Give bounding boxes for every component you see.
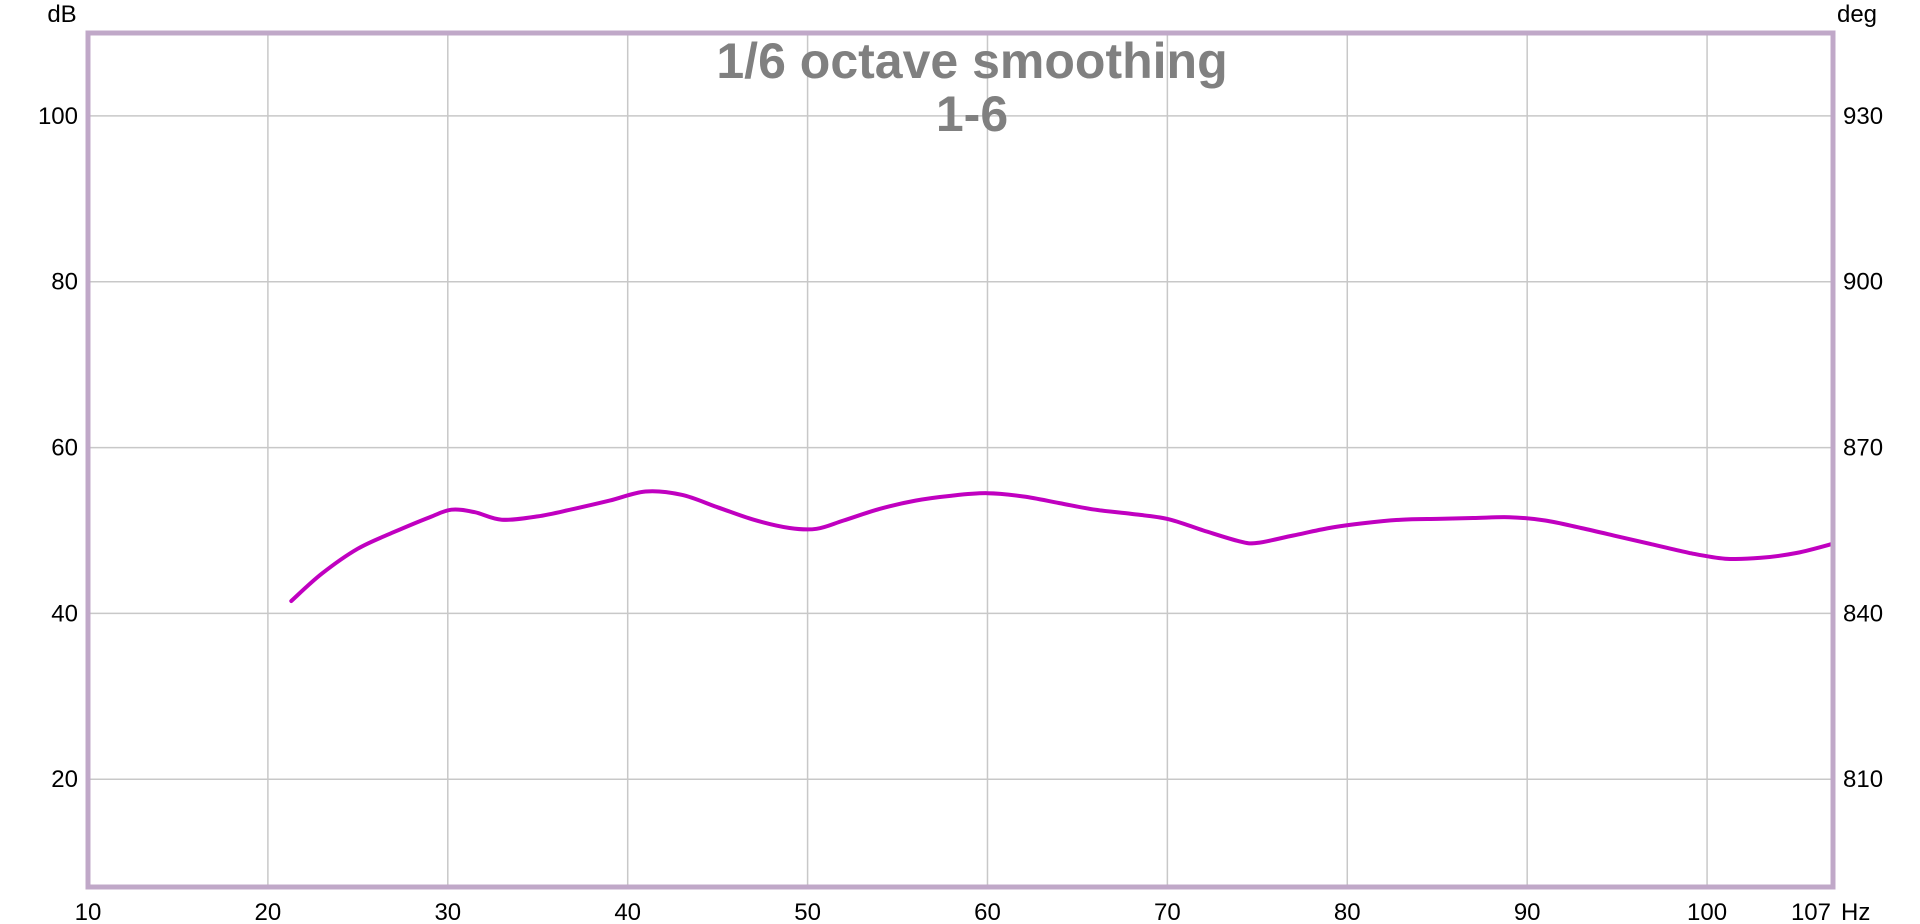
y-right-tick-label: 870 bbox=[1843, 435, 1883, 462]
y-left-tick-label: 20 bbox=[51, 766, 78, 793]
y-right-unit-label: deg bbox=[1837, 1, 1877, 28]
y-right-tick-label: 810 bbox=[1843, 766, 1883, 793]
x-tick-label: 70 bbox=[1154, 899, 1181, 924]
y-left-tick-label: 40 bbox=[51, 600, 78, 627]
x-tick-label: 50 bbox=[794, 899, 821, 924]
series-line bbox=[289, 489, 1835, 603]
x-tick-label: 90 bbox=[1514, 899, 1541, 924]
x-tick-label: 30 bbox=[434, 899, 461, 924]
y-right-tick-label: 840 bbox=[1843, 600, 1883, 627]
x-tick-label: 107 bbox=[1791, 899, 1831, 924]
x-unit-label: Hz bbox=[1841, 899, 1870, 924]
x-tick-label: 60 bbox=[974, 899, 1001, 924]
x-tick-label: 20 bbox=[255, 899, 282, 924]
x-tick-label: 10 bbox=[75, 899, 102, 924]
y-left-unit-label: dB bbox=[47, 1, 76, 28]
plot-area bbox=[88, 33, 1833, 887]
x-tick-label: 80 bbox=[1334, 899, 1361, 924]
x-tick-label: 100 bbox=[1687, 899, 1727, 924]
x-tick-label: 40 bbox=[614, 899, 641, 924]
y-right-tick-label: 900 bbox=[1843, 269, 1883, 296]
y-left-tick-label: 60 bbox=[51, 435, 78, 462]
y-left-tick-label: 80 bbox=[51, 269, 78, 296]
chart-title: 1/6 octave smoothing bbox=[716, 33, 1227, 89]
plot-frame bbox=[85, 30, 1836, 890]
tick-label-layer: 10 20 30 40 50 60 70 80 90 100 107 20 40 60 80 100 810 84… bbox=[38, 103, 1883, 924]
chart-subtitle: 1-6 bbox=[936, 86, 1008, 142]
grid-layer bbox=[88, 33, 1833, 887]
y-right-tick-label: 930 bbox=[1843, 103, 1883, 130]
series-layer bbox=[289, 489, 1835, 603]
y-left-tick-label: 100 bbox=[38, 103, 78, 130]
